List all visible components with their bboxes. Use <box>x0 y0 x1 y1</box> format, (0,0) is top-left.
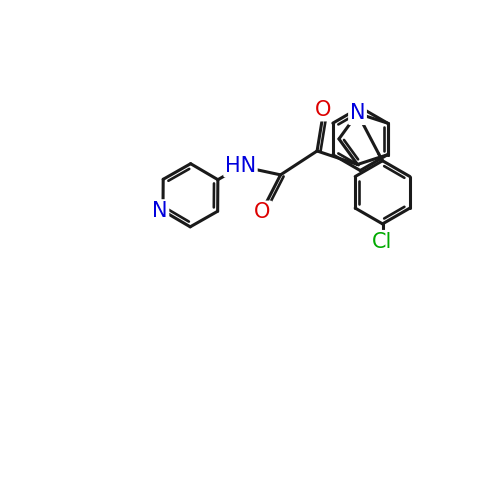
Text: Cl: Cl <box>372 232 392 252</box>
Text: O: O <box>254 202 270 222</box>
Text: N: N <box>152 201 168 221</box>
Text: O: O <box>314 100 331 120</box>
Text: HN: HN <box>225 156 256 176</box>
Text: N: N <box>350 104 366 124</box>
